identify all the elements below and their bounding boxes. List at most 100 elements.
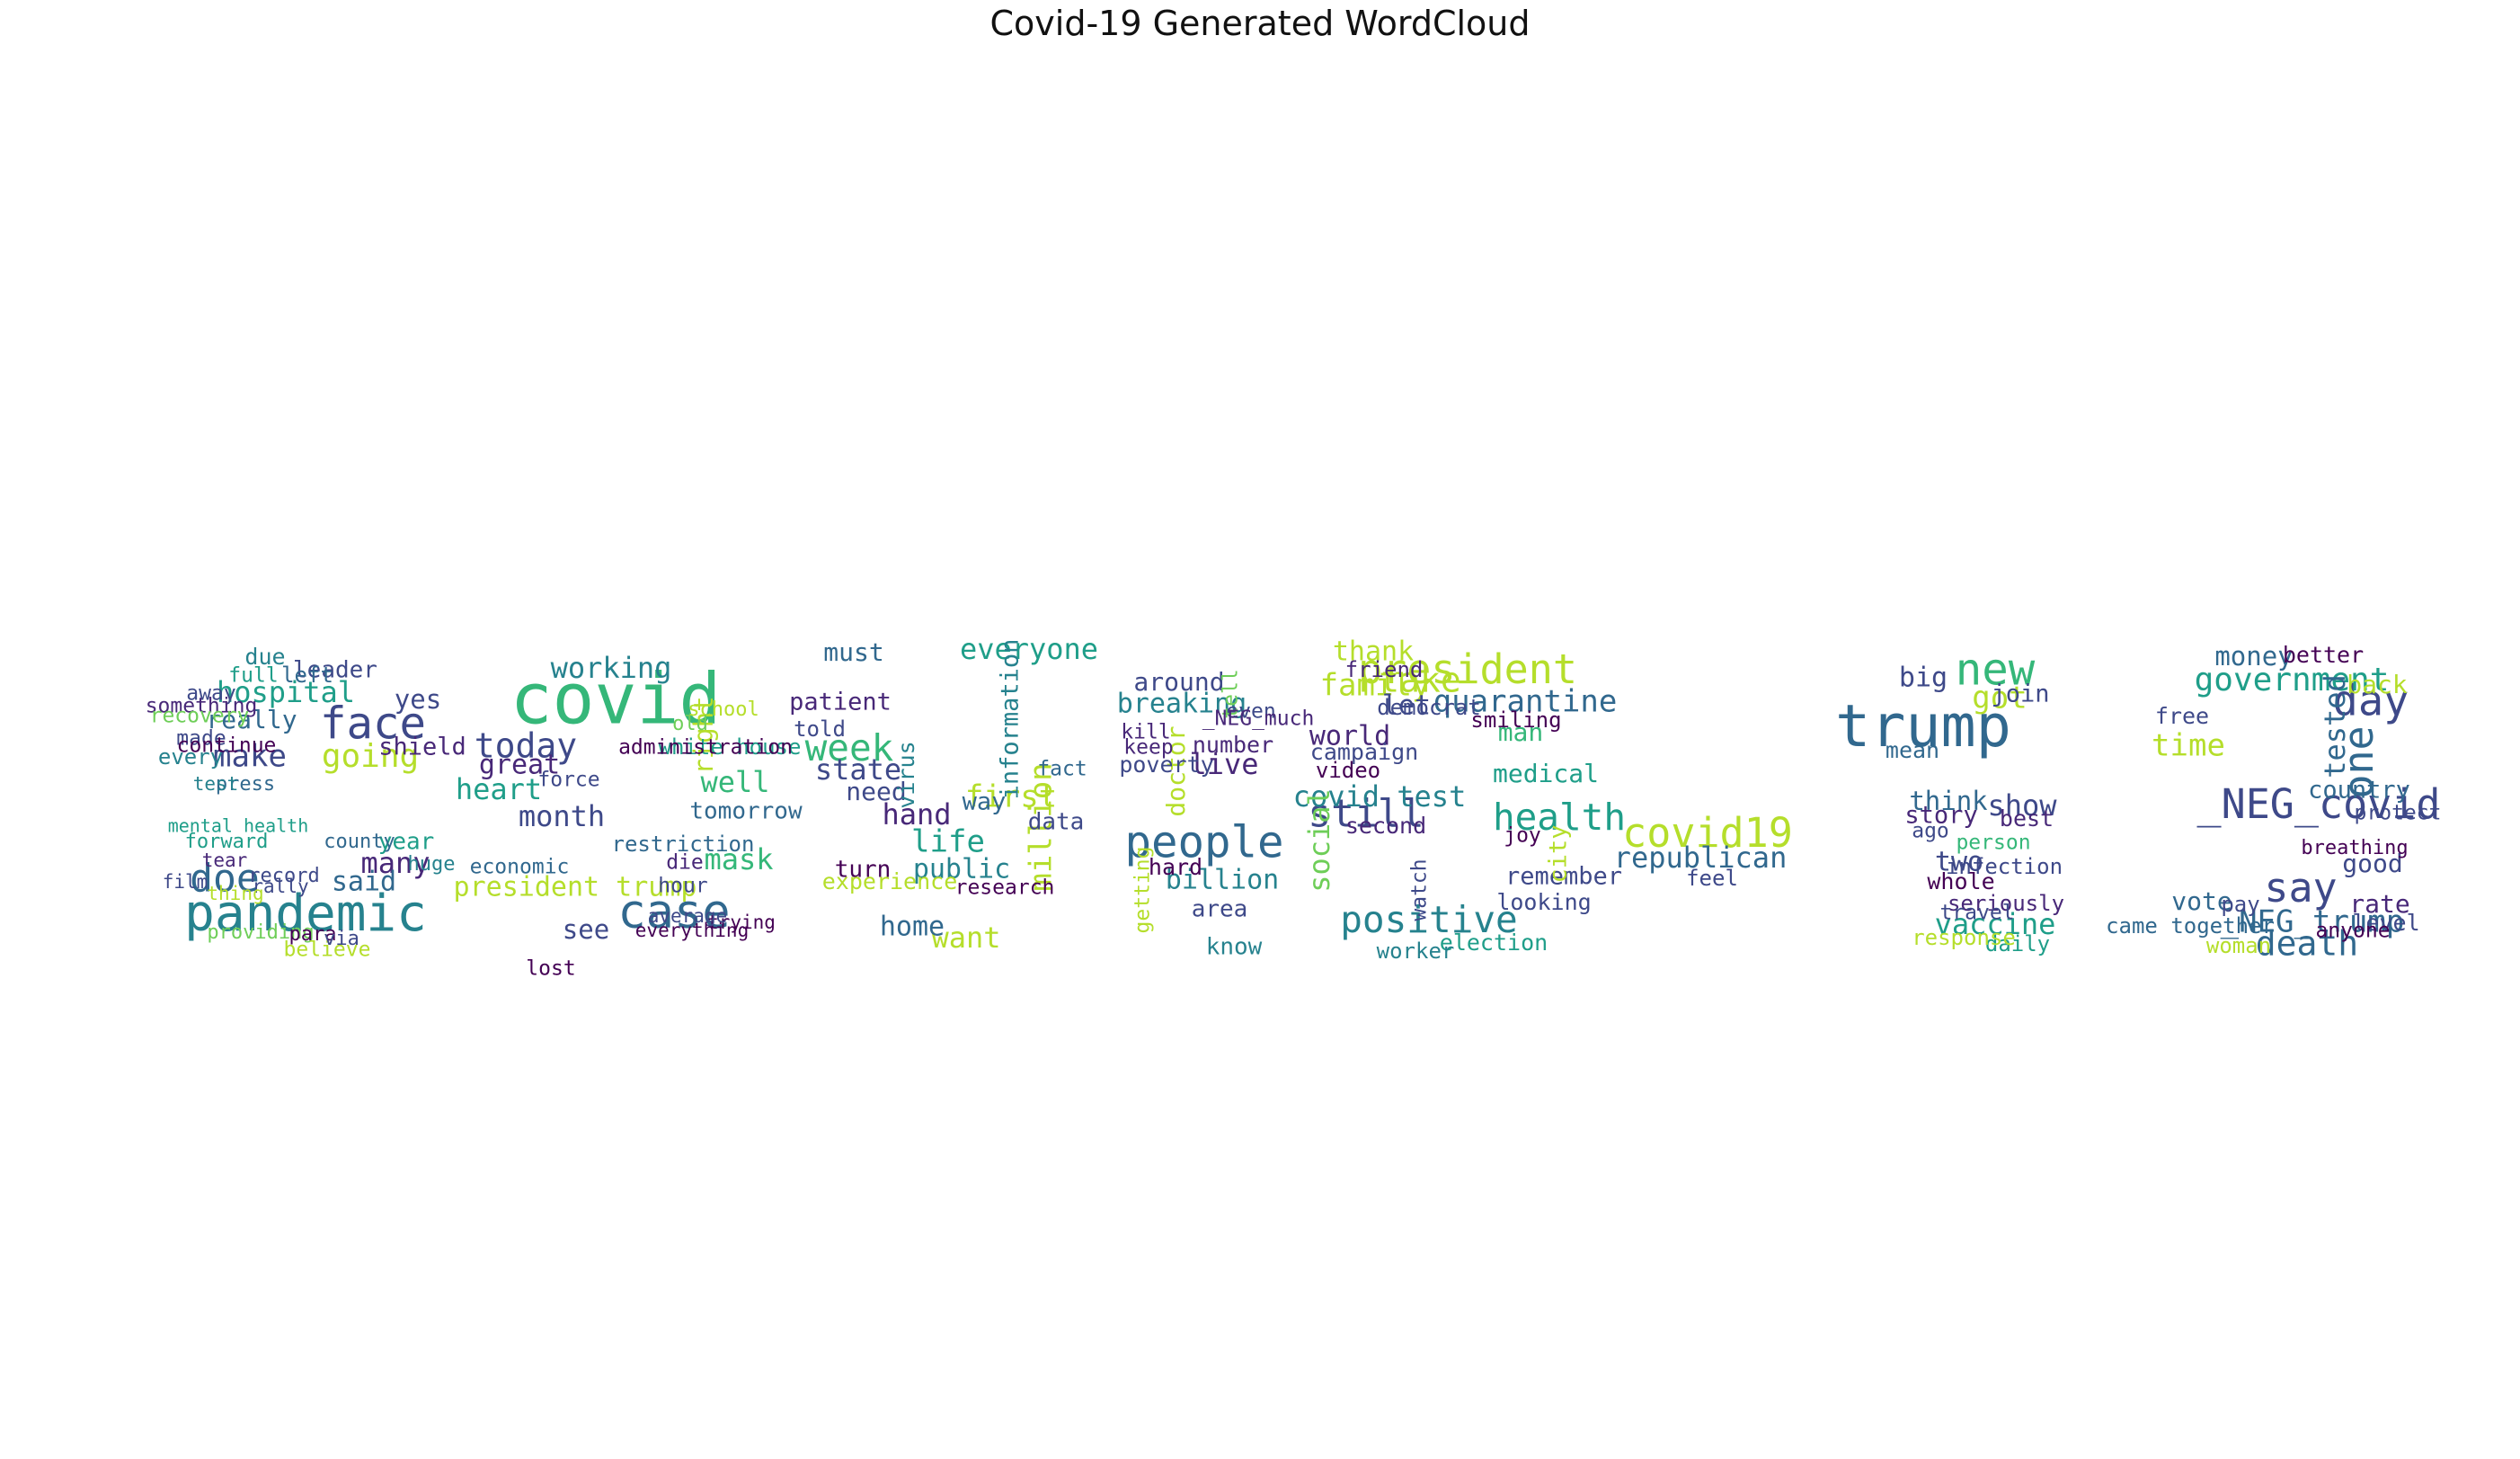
word-watch: watch [1408,858,1432,921]
word-yes: yes [395,684,441,715]
word-must: must [823,637,883,667]
word-neg-much: _NEG_much [1202,707,1315,731]
word-vaccine: vaccine [1935,907,2056,941]
word-shield: shield [378,734,466,761]
word-man: man [1498,717,1544,747]
word-better: better [2283,642,2364,668]
word-remember: remember [1505,863,1622,891]
word-old: old [672,713,708,735]
word-mean: mean [1886,737,1939,763]
word-white-house: white house [659,734,802,760]
word-time: time [2152,728,2225,764]
word-poverty: poverty [1119,752,1213,778]
word-kill: kill [1121,721,1170,744]
word-daily: daily [1985,931,2050,956]
word-republican: republican [1614,841,1788,875]
word-second: second [1345,813,1426,839]
word-really: really [206,705,297,734]
word-tomorrow: tomorrow [689,798,803,825]
word-people: people [1124,817,1283,868]
word-breathing: breathing [2301,837,2408,859]
word-think: think [1909,786,1988,816]
word-around: around [1133,667,1224,697]
word-doctor: doctor [1161,725,1191,816]
word-rally: rally [252,876,308,897]
word-full: full [228,664,278,688]
word-good: good [2342,849,2402,878]
word-free: free [2155,703,2209,729]
word-neg-trump: _NEG_trump [2221,904,2405,940]
word-need: need [846,777,906,806]
word-campaign: campaign [1310,739,1418,765]
word-via: via [324,928,359,950]
word-covid-test: covid test [1293,779,1467,814]
word-take: take [1379,661,1461,700]
word-family: family [1320,668,1431,704]
word-continue: continue [177,734,277,758]
word-world: world [1309,721,1390,752]
word-got: got [1972,681,2027,716]
word-joy: joy [1504,824,1541,848]
word-mask: mask [704,842,773,876]
word-average: average [648,905,728,927]
word-month: month [519,799,605,833]
word-infection: infection [1946,854,2063,879]
word-make: make [213,739,287,775]
word-keep: keep [1123,736,1173,760]
word-administration: administration [618,736,793,760]
word-something: something [146,695,258,718]
word-came-together: came together [2106,913,2275,939]
word-two: two [1935,847,1983,878]
word-woman: woman [2206,933,2271,958]
word-money: money [2214,641,2293,672]
word-said: said [332,867,396,898]
word-left: left [281,663,333,688]
word-friend: friend [1345,657,1424,682]
word-lost: lost [526,957,575,981]
word-week: week [805,726,894,770]
word-face: face [320,698,426,750]
word-video: video [1316,758,1380,783]
word-today: today [475,726,577,766]
word-die: die [666,851,704,875]
word-pay: pay [2221,892,2259,917]
word-county: county [324,831,395,853]
word-going: going [322,738,419,775]
word-everyone: everyone [960,632,1098,666]
word-mental-health: mental health [168,815,309,837]
word-travel: travel [1939,902,2014,925]
word-thank: thank [1333,636,1414,668]
word-medical: medical [1493,759,1599,788]
word-trump: trump [1835,693,2011,761]
word-fact: fact [1037,758,1087,781]
word-life: life [911,824,985,860]
word-turn: turn [835,857,892,884]
word-quarantine: quarantine [1433,684,1618,720]
word-say: say [2264,864,2337,912]
word-health: health [1493,796,1626,839]
word-response: response [1912,925,2016,950]
word-heart: heart [456,772,542,806]
word-worker: worker [1377,939,1455,964]
word-well: well [700,765,769,799]
word-level: level [2352,910,2419,936]
word-back: back [2347,670,2408,699]
word-democrat: democrat [1377,695,1481,720]
word-test: test [193,773,239,795]
word-many: many [360,846,430,880]
word-information: information [997,639,1025,800]
word-death: death [2256,924,2358,964]
word-due: due [244,644,285,670]
word-doe: doe [190,857,260,902]
word-trying: trying [707,912,776,933]
word-getting: getting [1131,847,1155,934]
word-best: best [2000,805,2054,832]
word-looking: looking [1496,889,1591,915]
chart-title: Covid-19 Generated WordCloud [989,4,1531,43]
word-president: president [1358,645,1577,693]
word-seriously: seriously [1948,891,2064,916]
word-neg-covid: _NEG_covid [2197,780,2441,828]
word-country: country [2308,777,2410,805]
word-patient: patient [789,689,892,716]
word-election: election [1440,930,1548,956]
